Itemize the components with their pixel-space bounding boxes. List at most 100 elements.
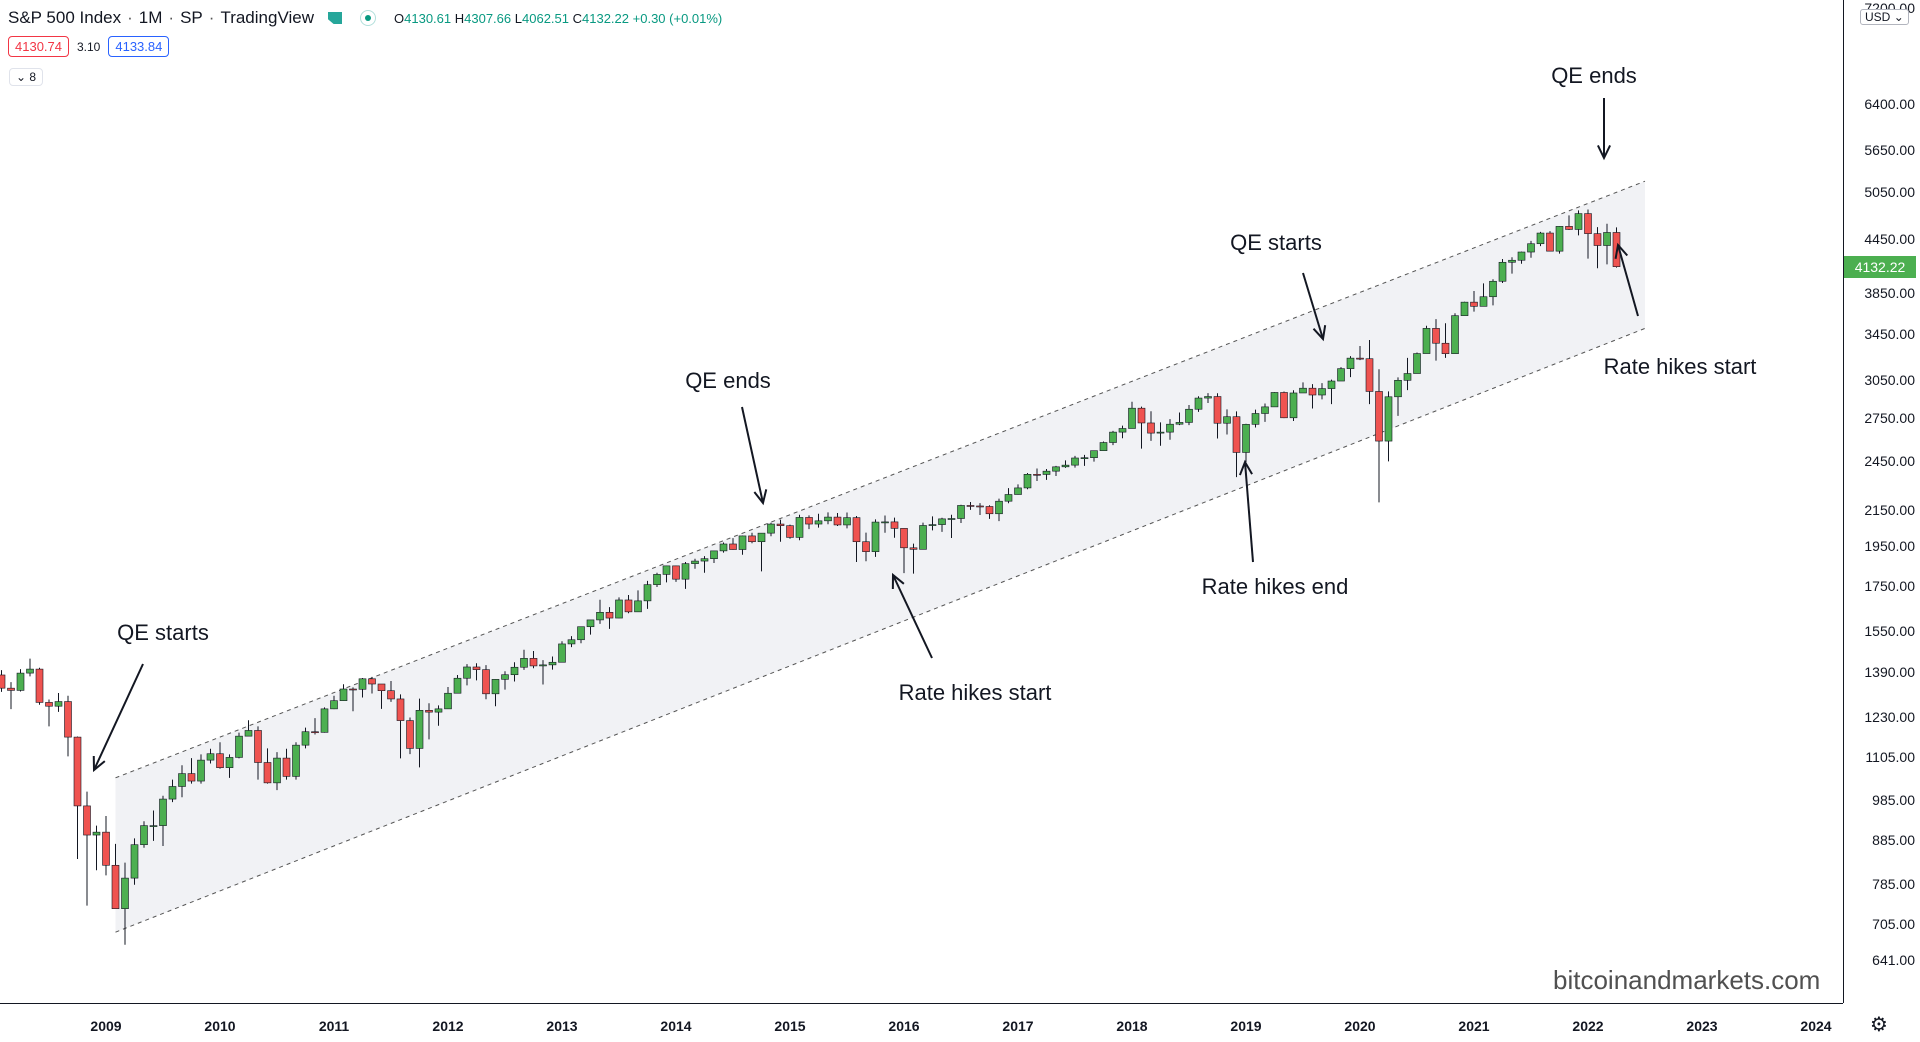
candle[interactable]: [662, 565, 671, 583]
buy-price-button[interactable]: 4133.84: [108, 36, 170, 57]
candle[interactable]: [0, 670, 6, 692]
candle[interactable]: [149, 810, 158, 841]
candle[interactable]: [1441, 323, 1450, 358]
candle[interactable]: [168, 779, 177, 803]
candle[interactable]: [83, 791, 91, 906]
candle[interactable]: [1489, 279, 1497, 306]
candle[interactable]: [653, 572, 661, 587]
candle[interactable]: [1090, 450, 1098, 462]
candle[interactable]: [1384, 391, 1393, 462]
candle[interactable]: [1318, 383, 1326, 400]
candle[interactable]: [1099, 441, 1108, 451]
candle[interactable]: [966, 502, 975, 510]
candle[interactable]: [491, 679, 500, 707]
candle[interactable]: [1593, 227, 1602, 269]
candle[interactable]: [1270, 392, 1279, 408]
candle[interactable]: [1565, 215, 1573, 231]
candle[interactable]: [1403, 357, 1412, 391]
candle[interactable]: [140, 821, 148, 848]
candle[interactable]: [301, 727, 310, 749]
candle[interactable]: [254, 726, 262, 780]
candle[interactable]: [1071, 455, 1079, 468]
candle[interactable]: [529, 650, 538, 669]
candle[interactable]: [1128, 401, 1136, 429]
candle[interactable]: [814, 513, 823, 528]
candle[interactable]: [1308, 384, 1317, 409]
candle[interactable]: [92, 825, 101, 871]
candle[interactable]: [102, 816, 110, 876]
candle[interactable]: [1479, 283, 1488, 307]
candle[interactable]: [900, 528, 908, 574]
candle[interactable]: [1555, 226, 1564, 254]
candle[interactable]: [577, 626, 585, 644]
market-status-icon[interactable]: [360, 10, 376, 26]
indicators-toggle[interactable]: ⌄ 8: [9, 68, 44, 86]
candle[interactable]: [1546, 231, 1554, 252]
candle[interactable]: [349, 687, 357, 712]
candle[interactable]: [330, 695, 338, 710]
candle[interactable]: [852, 516, 861, 563]
candle[interactable]: [1356, 346, 1364, 361]
candle[interactable]: [425, 703, 433, 740]
candle[interactable]: [1536, 231, 1545, 247]
candle[interactable]: [1365, 339, 1374, 405]
candle[interactable]: [235, 732, 243, 759]
candle[interactable]: [767, 522, 775, 537]
candle[interactable]: [596, 599, 604, 624]
candle[interactable]: [510, 662, 519, 682]
candle[interactable]: [45, 699, 53, 727]
candle[interactable]: [1156, 422, 1165, 446]
candle[interactable]: [919, 522, 927, 550]
candle[interactable]: [757, 532, 766, 572]
channel-upper-line[interactable]: [115, 180, 1646, 779]
candle[interactable]: [282, 748, 291, 780]
candle[interactable]: [444, 687, 452, 710]
candle[interactable]: [368, 676, 376, 694]
candle[interactable]: [1261, 403, 1269, 422]
candle[interactable]: [928, 516, 937, 531]
candle[interactable]: [1242, 423, 1250, 463]
candle[interactable]: [1394, 377, 1402, 416]
candle[interactable]: [1204, 393, 1212, 403]
candle[interactable]: [16, 669, 25, 692]
candle[interactable]: [1166, 419, 1174, 440]
candle[interactable]: [1080, 454, 1089, 466]
flag-icon[interactable]: [328, 12, 342, 24]
candle[interactable]: [1194, 396, 1203, 412]
candle[interactable]: [472, 663, 481, 681]
candle[interactable]: [1232, 411, 1241, 478]
candle[interactable]: [1508, 257, 1516, 274]
candle[interactable]: [824, 512, 832, 525]
candle[interactable]: [862, 532, 870, 562]
candle[interactable]: [586, 619, 595, 635]
candle[interactable]: [871, 519, 880, 557]
candle[interactable]: [985, 505, 994, 519]
candle[interactable]: [1280, 391, 1288, 419]
candle[interactable]: [358, 677, 367, 698]
candle[interactable]: [738, 535, 747, 555]
candle[interactable]: [567, 636, 576, 648]
candle[interactable]: [178, 765, 186, 798]
candle[interactable]: [1061, 460, 1070, 468]
candle[interactable]: [54, 692, 63, 712]
candle[interactable]: [1042, 468, 1051, 480]
candle[interactable]: [1432, 319, 1440, 361]
candle[interactable]: [1584, 209, 1592, 259]
candle[interactable]: [643, 580, 652, 609]
candle[interactable]: [130, 838, 139, 885]
candle[interactable]: [1346, 356, 1355, 378]
candle[interactable]: [1251, 409, 1260, 428]
candle[interactable]: [35, 667, 44, 705]
candle[interactable]: [776, 519, 785, 542]
candle[interactable]: [995, 498, 1003, 522]
candle[interactable]: [672, 565, 680, 582]
candle[interactable]: [634, 590, 642, 613]
candle[interactable]: [1327, 379, 1336, 405]
candle[interactable]: [843, 512, 851, 529]
price-scale[interactable]: 7200.00 6400.00 5650.00 5050.00 4450.00 3850.…: [1843, 0, 1920, 1003]
candle[interactable]: [748, 532, 756, 544]
candle[interactable]: [1052, 465, 1060, 477]
candle[interactable]: [482, 665, 490, 700]
candle[interactable]: [1603, 223, 1611, 265]
